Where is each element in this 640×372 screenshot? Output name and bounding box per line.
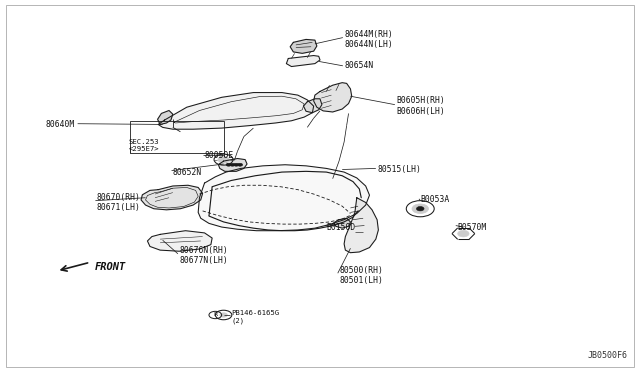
- Circle shape: [412, 204, 429, 214]
- Circle shape: [234, 163, 239, 166]
- Polygon shape: [141, 185, 203, 210]
- Text: JB0500F6: JB0500F6: [588, 351, 628, 360]
- Polygon shape: [158, 93, 314, 129]
- Bar: [130, 121, 223, 153]
- Circle shape: [220, 313, 227, 317]
- Circle shape: [417, 206, 424, 211]
- Polygon shape: [344, 198, 378, 253]
- Polygon shape: [314, 83, 352, 112]
- Text: 80654N: 80654N: [344, 61, 373, 70]
- Text: B0150D: B0150D: [326, 222, 356, 231]
- Text: R: R: [213, 312, 218, 317]
- Polygon shape: [218, 158, 247, 171]
- Text: FRONT: FRONT: [95, 262, 126, 272]
- Polygon shape: [303, 99, 322, 113]
- Text: B0570M: B0570M: [457, 222, 486, 231]
- Polygon shape: [147, 231, 212, 251]
- Polygon shape: [290, 39, 317, 53]
- Circle shape: [458, 230, 469, 237]
- Text: 80670(RH)
80671(LH): 80670(RH) 80671(LH): [97, 193, 141, 212]
- Circle shape: [218, 156, 229, 163]
- Text: SEC.253
<295E7>: SEC.253 <295E7>: [129, 139, 159, 152]
- Text: 80500(RH)
80501(LH): 80500(RH) 80501(LH): [339, 266, 383, 285]
- Text: B0053A: B0053A: [420, 195, 449, 205]
- Polygon shape: [157, 110, 173, 125]
- Text: PB146-6165G
(2): PB146-6165G (2): [231, 310, 279, 324]
- Circle shape: [237, 163, 243, 166]
- Text: 80676N(RH)
80677N(LH): 80676N(RH) 80677N(LH): [179, 246, 228, 265]
- Text: B0605H(RH)
B0606H(LH): B0605H(RH) B0606H(LH): [396, 96, 445, 116]
- Circle shape: [226, 163, 231, 166]
- Text: 80515(LH): 80515(LH): [377, 165, 421, 174]
- Text: 80652N: 80652N: [173, 167, 202, 177]
- Text: 80640M: 80640M: [46, 120, 75, 129]
- Polygon shape: [286, 55, 320, 67]
- Polygon shape: [334, 218, 351, 228]
- Text: 80644M(RH)
80644N(LH): 80644M(RH) 80644N(LH): [344, 30, 393, 49]
- Polygon shape: [198, 165, 369, 231]
- Circle shape: [230, 163, 235, 166]
- Text: 80050E: 80050E: [205, 151, 234, 160]
